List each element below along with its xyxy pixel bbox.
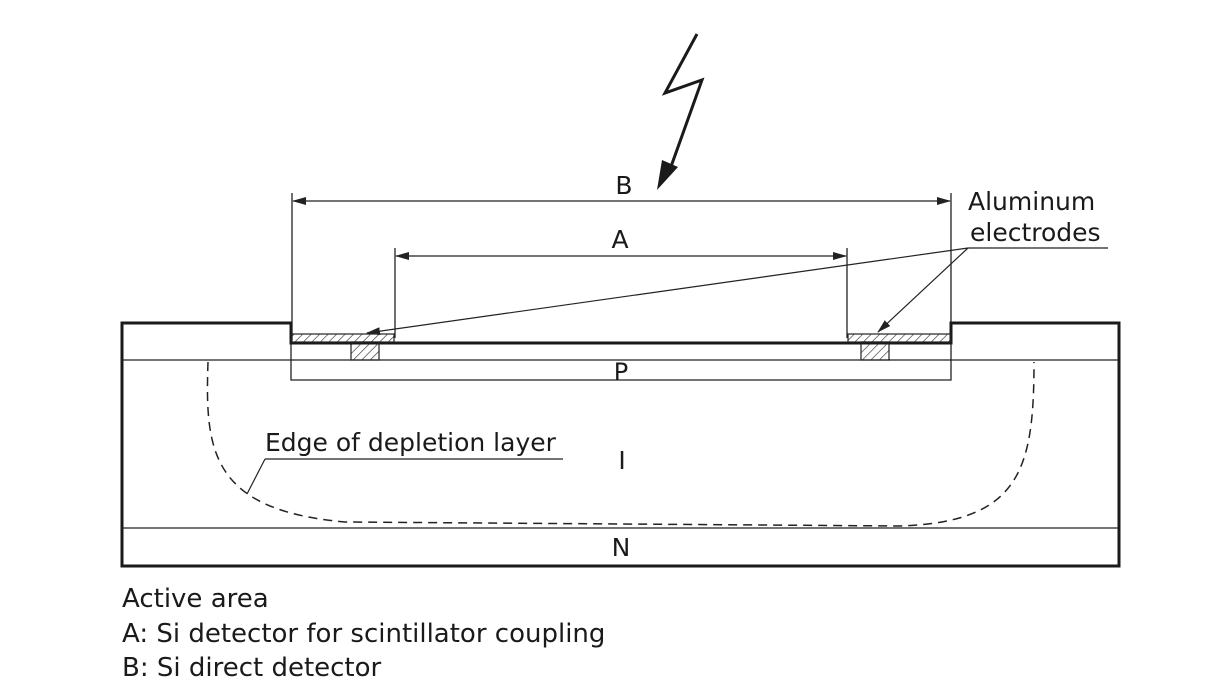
legend: Active area A: Si detector for scintilla… — [122, 582, 605, 686]
aluminum-label-line1: Aluminum — [968, 187, 1095, 216]
legend-title: Active area — [122, 584, 269, 614]
aluminum-electrode-right — [847, 333, 952, 361]
depletion-label: Edge of depletion layer — [265, 428, 557, 457]
aluminum-electrode-left — [290, 333, 395, 361]
aluminum-leader-lines — [366, 247, 1108, 336]
p-region — [290, 343, 952, 381]
dimension-a-label: A — [611, 225, 628, 254]
depletion-edge — [206, 361, 1035, 527]
dimension-a — [394, 248, 848, 338]
lightning-arrow-icon — [657, 33, 705, 190]
legend-item-b: B: Si direct detector — [122, 653, 382, 683]
aluminum-label-line2: electrodes — [970, 218, 1101, 247]
substrate-outline — [120, 321, 1121, 568]
layer-i-label: I — [618, 446, 625, 475]
layer-p-label: P — [614, 358, 628, 386]
depletion-leader — [246, 458, 563, 495]
dimension-b-label: B — [615, 171, 632, 200]
legend-item-a: A: Si detector for scintillator coupling — [122, 618, 606, 649]
dimension-b — [291, 193, 952, 340]
layer-n-label: N — [612, 533, 631, 562]
